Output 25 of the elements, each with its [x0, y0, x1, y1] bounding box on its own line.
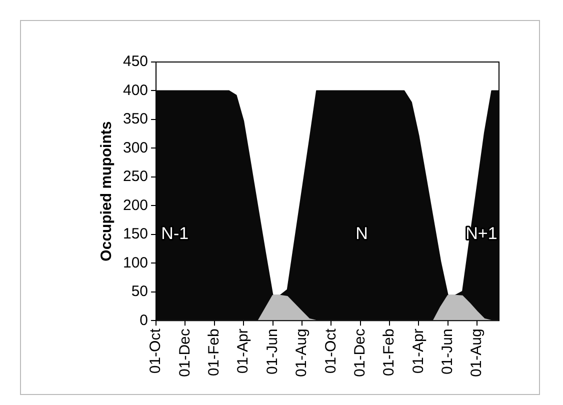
y-tick-label: 250 — [122, 168, 148, 186]
y-tick-label: 150 — [122, 226, 148, 243]
y-tick-label: 200 — [122, 196, 148, 214]
x-tick-label: 01-Aug — [293, 328, 310, 378]
x-tick-label: 01-Apr — [234, 328, 252, 374]
y-tick-label: 400 — [122, 82, 148, 99]
x-tick-label: 01-Dec — [351, 328, 368, 377]
y-tick-label: 50 — [131, 283, 148, 300]
y-tick-label: 300 — [122, 139, 148, 156]
x-tick-label: 01-Oct — [322, 328, 340, 374]
x-tick-label: 01-Oct — [147, 328, 164, 374]
y-axis-title: Occupied mupoints — [98, 121, 116, 262]
x-tick-label: 01-Dec — [176, 328, 194, 377]
annotation: N-1 — [161, 224, 189, 244]
y-tick-label: 450 — [122, 53, 148, 70]
y-tick-label: 350 — [122, 110, 148, 128]
x-tick-label: 01-Feb — [206, 328, 223, 376]
y-tick-label: 100 — [122, 254, 148, 272]
y-tick-label: 0 — [140, 312, 148, 329]
x-tick-label: 01-Aug — [468, 328, 486, 378]
x-tick-label: 01-Jun — [264, 328, 281, 375]
x-tick-label: 01-Feb — [380, 328, 398, 376]
x-tick-label: 01-Apr — [410, 328, 427, 374]
annotation: N — [356, 224, 368, 244]
x-tick-label: 01-Jun — [439, 328, 456, 375]
